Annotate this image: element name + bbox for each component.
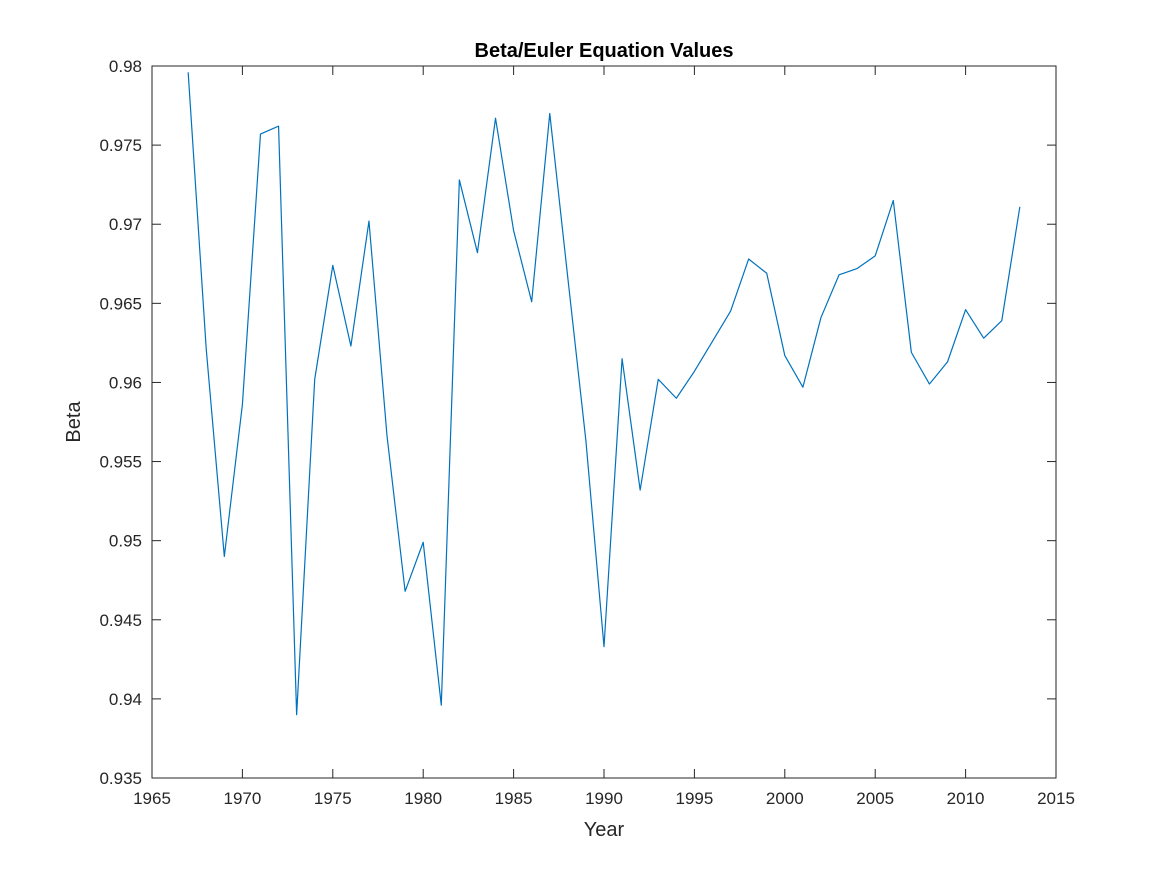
x-axis-label: Year (584, 819, 625, 841)
x-tick-label: 1985 (495, 789, 533, 808)
x-tick-label: 1995 (675, 789, 713, 808)
x-tick-label: 1965 (133, 789, 171, 808)
chart-title: Beta/Euler Equation Values (475, 40, 734, 62)
x-tick-label: 1990 (585, 789, 623, 808)
x-tick-label: 2000 (766, 789, 804, 808)
y-tick-label: 0.955 (99, 453, 142, 472)
series-line (187, 72, 1021, 716)
y-tick-label: 0.975 (99, 136, 142, 155)
plot-background (152, 66, 1056, 778)
x-tick-label: 1970 (223, 789, 261, 808)
x-tick-label: 2005 (856, 789, 894, 808)
y-tick-label: 0.97 (109, 215, 142, 234)
y-tick-label: 0.95 (109, 532, 142, 551)
x-tick-label: 2010 (947, 789, 985, 808)
y-tick-label: 0.935 (99, 769, 142, 788)
x-tick-label: 1975 (314, 789, 352, 808)
y-tick-label: 0.965 (99, 294, 142, 313)
y-tick-label: 0.98 (109, 57, 142, 76)
y-tick-label: 0.96 (109, 373, 142, 392)
y-tick-label: 0.94 (109, 690, 142, 709)
x-tick-label: 1980 (404, 789, 442, 808)
y-axis-label: Beta (63, 401, 85, 443)
y-tick-label: 0.945 (99, 611, 142, 630)
x-tick-label: 2015 (1037, 789, 1075, 808)
